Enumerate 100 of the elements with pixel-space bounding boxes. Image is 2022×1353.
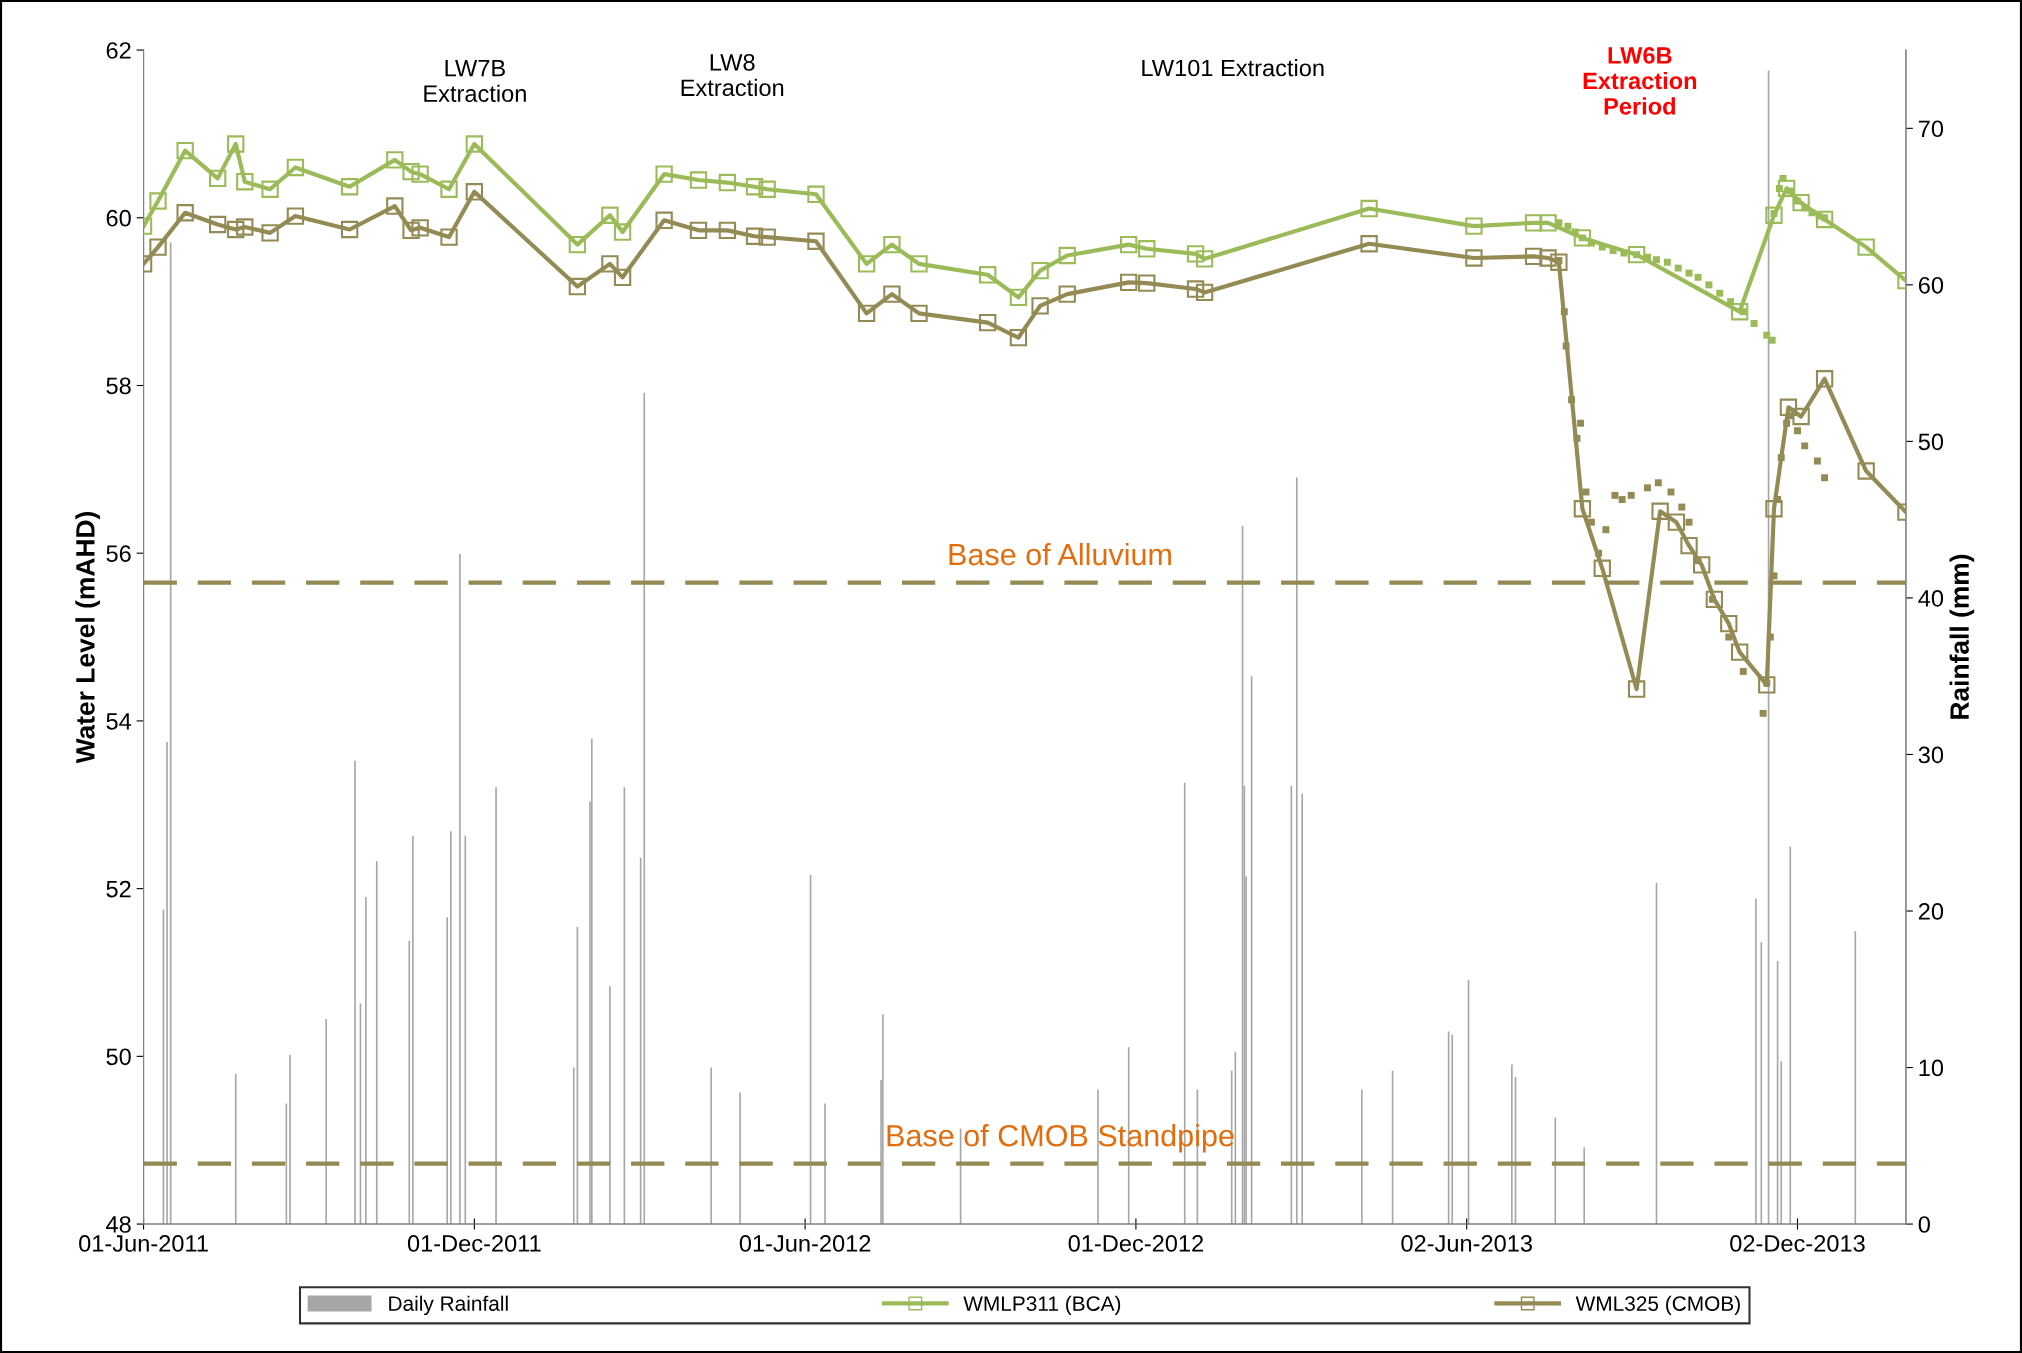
point: [1573, 500, 1592, 518]
point: [1759, 709, 1767, 717]
point: [1730, 643, 1749, 661]
point: [411, 219, 429, 237]
point: [1539, 249, 1557, 267]
y-tick-label: 60: [106, 209, 131, 227]
legend-label: WMLP311 (BCA): [963, 1295, 1121, 1316]
y2-tick-label: 10: [1919, 1059, 1944, 1077]
point: [1587, 239, 1595, 247]
point: [979, 266, 997, 284]
point: [1777, 454, 1785, 462]
y-tick-label: 52: [106, 880, 131, 898]
point: [208, 169, 227, 188]
point: [1618, 496, 1626, 504]
y-tick-label: 54: [106, 713, 132, 730]
point: [1750, 319, 1758, 327]
point: [1739, 667, 1747, 675]
annotation: LW6B Extraction Period: [1583, 47, 1697, 115]
y2-tick-label: 50: [1918, 433, 1944, 451]
point: [1821, 474, 1829, 482]
point: [601, 255, 619, 273]
point: [1693, 556, 1711, 574]
point: [1667, 513, 1686, 531]
x-tick-label: 01-Jun-2011: [79, 1235, 208, 1252]
point: [1360, 235, 1378, 253]
point: [1627, 491, 1635, 499]
point: [236, 218, 254, 236]
point: [883, 235, 901, 254]
point: [1801, 442, 1809, 450]
y2-tick-label: 40: [1918, 589, 1944, 607]
point: [286, 207, 305, 225]
point: [1186, 245, 1205, 263]
point: [1685, 269, 1693, 277]
y-tick-label: 62: [106, 42, 131, 59]
point: [1857, 238, 1875, 256]
point: [1627, 680, 1646, 698]
point: [1730, 303, 1749, 321]
y2-tick-label: 60: [1918, 276, 1944, 294]
point: [1568, 396, 1576, 404]
point: [1792, 407, 1810, 426]
legend-label: Daily Rainfall: [389, 1295, 508, 1316]
point: [857, 304, 876, 323]
point: [1678, 503, 1686, 511]
point: [340, 220, 359, 239]
point: [465, 135, 484, 153]
point: [176, 204, 194, 222]
point: [745, 178, 764, 196]
point: [758, 180, 776, 198]
point: [1792, 194, 1810, 212]
point: [655, 165, 673, 183]
y-tick-label: 58: [106, 377, 131, 395]
point: [1654, 479, 1662, 487]
point: [613, 223, 632, 241]
y-tick-label: 48: [106, 1216, 131, 1233]
point: [1058, 285, 1076, 303]
point: [1611, 491, 1619, 499]
point: [261, 180, 279, 198]
y-axis-title: Water Level (mAHD): [75, 512, 100, 764]
point: [1009, 288, 1028, 307]
point: [1465, 217, 1483, 235]
point: [1524, 214, 1543, 232]
legend-label: WML325 (CMOB): [1575, 1295, 1740, 1316]
point: [1765, 206, 1783, 224]
ref-line-label: Base of CMOB Standpipe: [887, 1124, 1234, 1153]
point: [227, 220, 245, 239]
y2-axis-title: Rainfall (mm): [1949, 554, 1975, 719]
point: [1694, 273, 1702, 281]
point: [1643, 484, 1651, 492]
point: [286, 158, 305, 177]
x-tick-label: 02-Dec-2013: [1730, 1235, 1865, 1252]
y2-tick-label: 30: [1918, 746, 1944, 764]
point: [386, 197, 404, 215]
point: [149, 192, 167, 210]
point: [1195, 250, 1214, 268]
point: [1009, 329, 1028, 347]
point: [1815, 370, 1834, 388]
point: [1595, 549, 1603, 557]
point: [1609, 247, 1617, 254]
point: [1120, 273, 1138, 292]
point: [386, 151, 404, 169]
y2-tick-label: 70: [1918, 120, 1944, 138]
y-tick-label: 56: [106, 545, 131, 562]
point: [910, 255, 928, 273]
point: [1775, 184, 1783, 192]
point: [1562, 342, 1570, 350]
x-tick-label: 01-Dec-2012: [1068, 1235, 1203, 1252]
point: [440, 228, 458, 246]
point: [1571, 228, 1579, 236]
annotation: LW8 Extraction: [681, 53, 784, 97]
point: [1716, 289, 1724, 297]
point: [1593, 559, 1611, 577]
point: [613, 268, 632, 286]
point: [1550, 253, 1568, 271]
point: [1560, 308, 1568, 316]
point: [1573, 434, 1581, 442]
point: [1685, 518, 1693, 526]
point: [1186, 280, 1205, 298]
y2-tick-label: 20: [1918, 903, 1944, 920]
point: [718, 173, 737, 192]
point: [857, 255, 876, 273]
